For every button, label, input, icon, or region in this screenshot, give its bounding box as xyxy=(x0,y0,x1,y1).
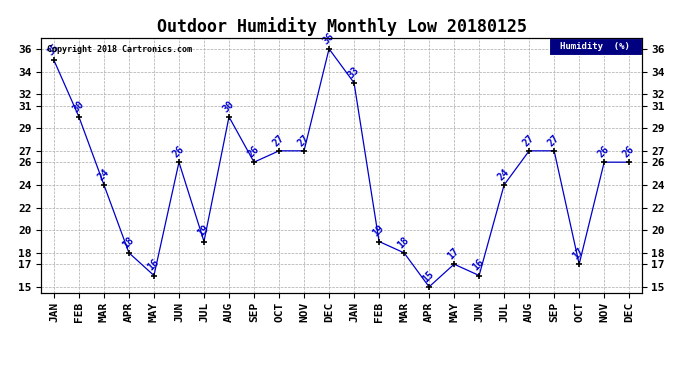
Text: 18: 18 xyxy=(121,235,136,250)
Text: 17: 17 xyxy=(571,246,586,261)
Text: 26: 26 xyxy=(170,144,186,159)
Text: 30: 30 xyxy=(221,99,236,114)
Title: Outdoor Humidity Monthly Low 20180125: Outdoor Humidity Monthly Low 20180125 xyxy=(157,17,526,36)
Text: 26: 26 xyxy=(596,144,611,159)
Text: 19: 19 xyxy=(196,224,211,239)
Text: 33: 33 xyxy=(346,64,361,80)
Text: 19: 19 xyxy=(371,224,386,239)
Text: 30: 30 xyxy=(70,99,86,114)
Text: Copyright 2018 Cartronics.com: Copyright 2018 Cartronics.com xyxy=(48,45,193,54)
Text: 27: 27 xyxy=(296,133,311,148)
Text: 35: 35 xyxy=(46,42,61,57)
Text: 26: 26 xyxy=(621,144,636,159)
Text: 27: 27 xyxy=(546,133,561,148)
Text: 17: 17 xyxy=(446,246,461,261)
Text: 24: 24 xyxy=(496,166,511,182)
Text: 24: 24 xyxy=(96,166,111,182)
Text: 16: 16 xyxy=(146,257,161,273)
Text: 16: 16 xyxy=(471,257,486,273)
Text: 27: 27 xyxy=(521,133,536,148)
Text: 27: 27 xyxy=(270,133,286,148)
Text: 26: 26 xyxy=(246,144,261,159)
Text: 36: 36 xyxy=(321,31,336,46)
Text: 15: 15 xyxy=(421,268,436,284)
Text: 18: 18 xyxy=(396,235,411,250)
